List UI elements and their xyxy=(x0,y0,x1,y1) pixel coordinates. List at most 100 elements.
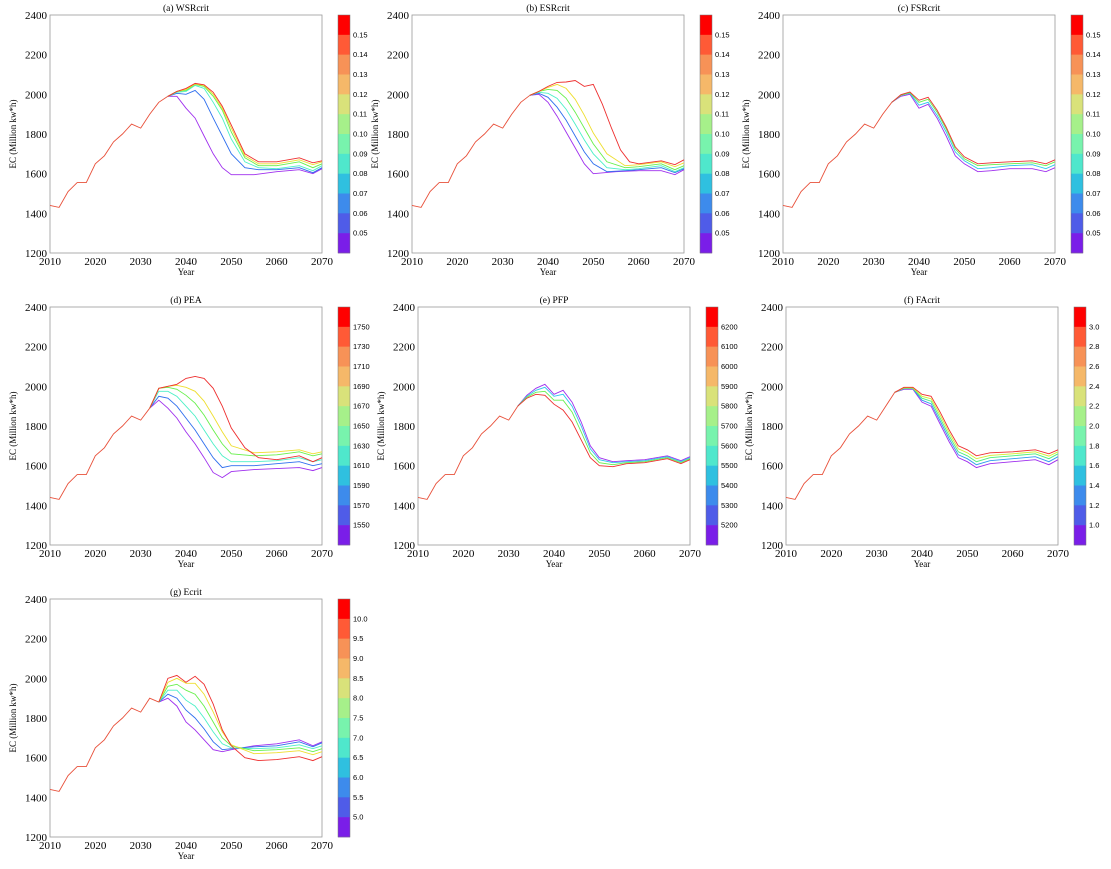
y-tick-label: 2000 xyxy=(761,381,784,393)
colorbar-tick-label: 6000 xyxy=(721,362,738,371)
y-tick-label: 2000 xyxy=(393,381,416,393)
y-tick-label: 1600 xyxy=(393,461,416,473)
x-axis-label: Year xyxy=(178,559,195,569)
y-tick-label: 1200 xyxy=(25,248,48,260)
y-tick-label: 1600 xyxy=(758,169,781,181)
colorbar-tick-label: 7.5 xyxy=(353,714,363,723)
x-tick-label: 2060 xyxy=(1002,548,1025,560)
series-line xyxy=(894,387,1059,463)
colorbar-band xyxy=(1074,525,1086,546)
y-axis-label: EC (Million kw*h) xyxy=(8,99,18,168)
series-line xyxy=(529,92,685,174)
colorbar-band xyxy=(706,326,718,347)
series-line xyxy=(894,388,1059,469)
series-line xyxy=(167,95,323,176)
y-tick-label: 2200 xyxy=(387,50,410,62)
chart-svg: (d) PEA 1200 1400 1600 1800 2000 2200 2400 2010 2… xyxy=(8,295,370,569)
colorbar-tick-label: 0.06 xyxy=(1086,209,1101,218)
chart-title: (e) PFP xyxy=(540,295,569,306)
series-line-common xyxy=(49,407,151,500)
chart-title: (b) ESRcrit xyxy=(526,3,570,14)
series-line xyxy=(891,92,1056,167)
colorbar-tick-label: 0.05 xyxy=(1086,229,1101,238)
colorbar-tick-label: 9.0 xyxy=(353,654,363,663)
series-line xyxy=(894,386,1059,457)
colorbar-tick-label: 0.07 xyxy=(1086,189,1101,198)
colorbar-band xyxy=(700,233,712,254)
y-tick-label: 2200 xyxy=(393,342,416,354)
colorbar-tick-label: 7.0 xyxy=(353,733,363,742)
colorbar-band xyxy=(338,525,350,546)
y-tick-label: 1200 xyxy=(393,540,416,552)
series-line xyxy=(529,88,685,171)
colorbar-band xyxy=(338,386,350,407)
colorbar-band xyxy=(1071,114,1083,135)
colorbar-band xyxy=(338,34,350,55)
x-tick-label: 2020 xyxy=(84,840,107,852)
chart-svg: (b) ESRcrit 1200 1400 1600 1800 2000 2200 2400 2… xyxy=(370,3,730,277)
series-line xyxy=(891,92,1056,170)
y-tick-label: 1200 xyxy=(387,248,410,260)
x-tick-label: 2050 xyxy=(956,548,979,560)
chart-svg: (e) PFP 1200 1400 1600 1800 2000 2200 2400 2010 2… xyxy=(376,295,738,569)
series-line xyxy=(529,93,685,176)
x-tick-label: 2030 xyxy=(492,256,515,268)
y-tick-label: 1800 xyxy=(25,129,48,141)
colorbar-tick-label: 5300 xyxy=(721,501,738,510)
x-tick-label: 2010 xyxy=(772,256,795,268)
colorbar-tick-label: 1710 xyxy=(353,362,370,371)
colorbar-tick-label: 5700 xyxy=(721,422,738,431)
x-tick-label: 2010 xyxy=(401,256,424,268)
colorbar-tick-label: 1.2 xyxy=(1089,501,1099,510)
colorbar-band xyxy=(700,114,712,135)
colorbar-band xyxy=(700,15,712,36)
chart-title: (f) FAcrit xyxy=(904,295,940,306)
colorbar-band xyxy=(706,426,718,447)
colorbar-tick-label: 9.5 xyxy=(353,634,363,643)
x-tick-label: 2020 xyxy=(817,256,840,268)
colorbar-band xyxy=(1071,94,1083,115)
y-tick-label: 1400 xyxy=(387,208,410,220)
colorbar-band xyxy=(700,213,712,234)
colorbar-band xyxy=(706,406,718,427)
colorbar-band xyxy=(338,173,350,194)
x-tick-label: 2070 xyxy=(311,548,334,560)
series-line xyxy=(158,683,323,753)
colorbar-band xyxy=(338,678,350,699)
colorbar-band xyxy=(706,465,718,486)
colorbar-band xyxy=(338,193,350,214)
y-tick-label: 1600 xyxy=(387,169,410,181)
chart-title: (c) FSRcrit xyxy=(898,3,941,14)
colorbar-band xyxy=(338,777,350,798)
colorbar-band xyxy=(1074,346,1086,367)
x-tick-label: 2060 xyxy=(266,840,289,852)
colorbar-band xyxy=(338,698,350,719)
colorbar-band xyxy=(338,307,350,328)
series-line xyxy=(167,82,323,164)
colorbar-band xyxy=(706,445,718,466)
x-tick-label: 2050 xyxy=(220,548,243,560)
x-tick-label: 2030 xyxy=(130,840,153,852)
colorbar-band xyxy=(338,94,350,115)
colorbar-tick-label: 0.12 xyxy=(715,90,730,99)
y-tick-label: 1600 xyxy=(761,461,784,473)
colorbar-tick-label: 0.09 xyxy=(715,149,730,158)
x-tick-label: 2020 xyxy=(820,548,843,560)
colorbar-tick-label: 0.15 xyxy=(1086,30,1101,39)
chart-title: (g) Ecrit xyxy=(170,587,202,598)
y-tick-label: 1200 xyxy=(758,248,781,260)
y-tick-label: 1800 xyxy=(761,421,784,433)
colorbar-tick-label: 0.07 xyxy=(353,189,368,198)
y-tick-label: 2400 xyxy=(393,302,416,314)
series-line xyxy=(158,674,323,762)
colorbar-band xyxy=(706,307,718,328)
colorbar-band xyxy=(338,326,350,347)
colorbar-band xyxy=(338,485,350,506)
colorbar-tick-label: 0.07 xyxy=(715,189,730,198)
colorbar-band xyxy=(706,525,718,546)
colorbar-band xyxy=(706,366,718,387)
colorbar-band xyxy=(700,153,712,174)
plot-frame xyxy=(417,306,691,546)
x-axis-label: Year xyxy=(914,559,931,569)
y-axis-label: EC (Million kw*h) xyxy=(8,391,18,460)
